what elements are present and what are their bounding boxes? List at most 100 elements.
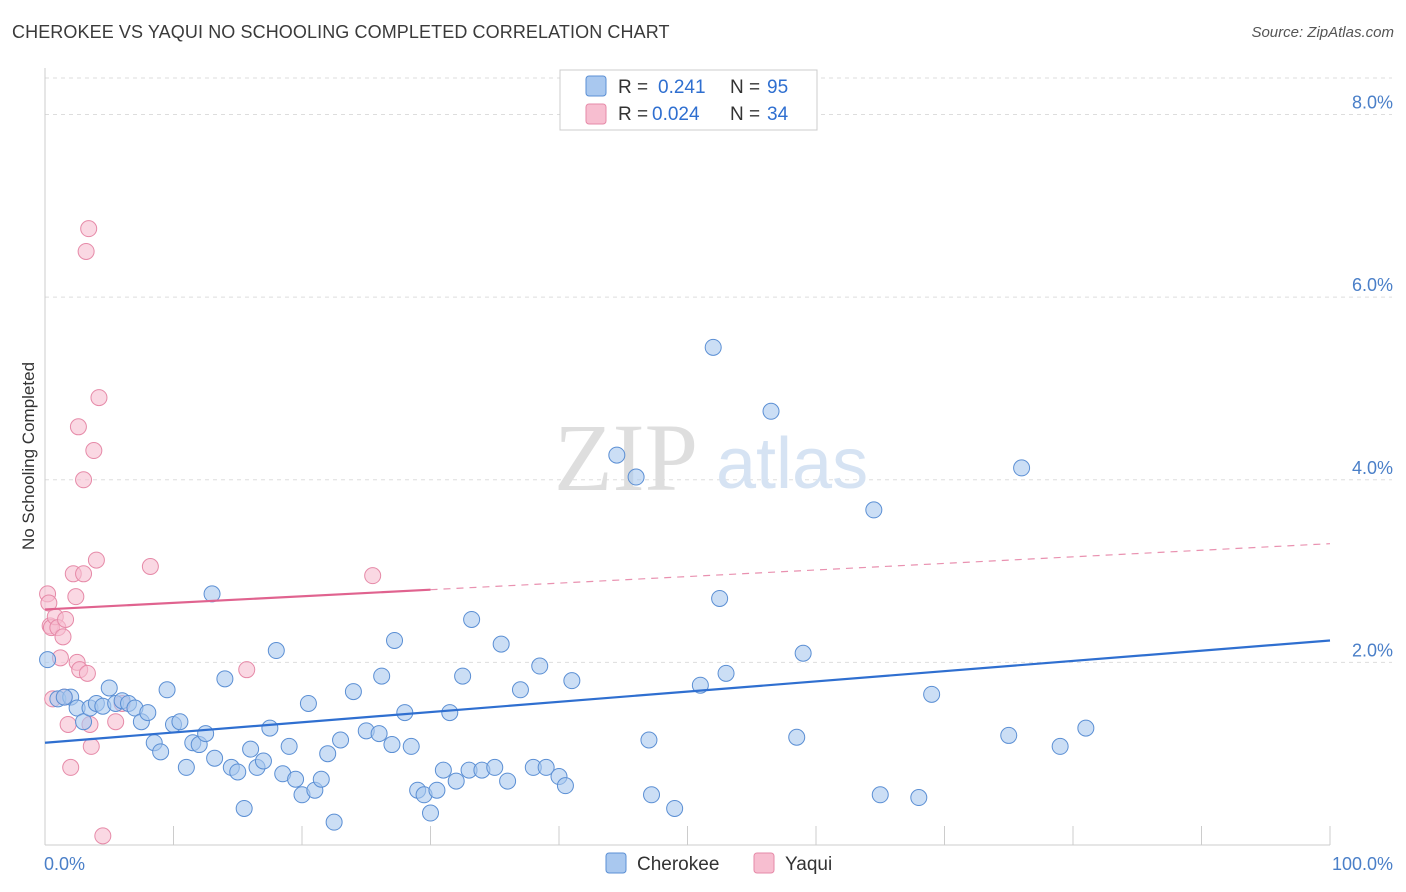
x-tick-label: 100.0% [1332,854,1393,874]
cherokee-point [344,683,362,701]
cherokee-point [152,743,170,761]
yaqui-point [57,610,75,628]
yaqui-legend-swatch [753,852,775,874]
cherokee-point [627,468,645,486]
yaqui-point [85,442,103,460]
cherokee-point [402,737,420,755]
yaqui-point [82,737,100,755]
cherokee-point [717,664,735,682]
y-tick-label: 4.0% [1352,458,1393,478]
yaqui-point [67,588,85,606]
cherokee-point [332,731,350,749]
legend-n-value-1: 95 [767,77,788,98]
cherokee-point [370,725,388,743]
cherokee-point [871,786,889,804]
yaqui-point [54,628,72,646]
cherokee-point [486,758,504,776]
cherokee-point [666,799,684,817]
cherokee-point [197,725,215,743]
yaqui-point [78,664,96,682]
cherokee-legend-label: Cherokee [637,854,719,875]
yaqui-point [69,418,87,436]
watermark-zip: ZIP [554,404,698,511]
x-tick-label: 0.0% [44,854,85,874]
cherokee-point [75,713,93,731]
cherokee-point [511,681,529,699]
yaqui-swatch [585,103,607,125]
cherokee-point [711,589,729,607]
cherokee-point [704,338,722,356]
yaqui-point [141,558,159,576]
yaqui-point [90,389,108,407]
watermark-atlas: atlas [716,424,868,504]
cherokee-point [242,740,260,758]
cherokee-point [254,752,272,770]
cherokee-point [441,704,459,722]
yaqui-point [87,551,105,569]
cherokee-point [454,667,472,685]
yaqui-point [62,758,80,776]
cherokee-point [1013,459,1031,477]
y-tick-label: 8.0% [1352,93,1393,113]
cherokee-point [537,758,555,776]
cherokee-point [447,772,465,790]
cherokee-point [319,745,337,763]
cherokee-point [434,761,452,779]
cherokee-point [177,758,195,776]
legend-n-value-2: 34 [767,104,789,125]
cherokee-point [373,667,391,685]
y-axis-label: No Schooling Completed [19,362,38,550]
cherokee-point [158,681,176,699]
yaqui-point [94,827,112,845]
cherokee-trendline [44,639,1331,744]
legend-n-label-1: N = [730,77,760,98]
cherokee-point [139,704,157,722]
cherokee-point [422,804,439,822]
cherokee-point [171,713,189,731]
yaqui-point [75,565,93,583]
cherokee-point [229,763,247,781]
cherokee-point [216,670,234,688]
cherokee-point [383,736,401,754]
cherokee-points [39,338,1095,831]
cherokee-point [563,672,581,690]
legend-bottom: Cherokee Yaqui [605,852,832,875]
yaqui-point [59,715,77,733]
cherokee-point [235,799,253,817]
cherokee-point [762,402,780,420]
cherokee-point [280,737,298,755]
cherokee-point [206,749,224,767]
cherokee-point [463,610,481,628]
yaqui-point [364,567,382,585]
cherokee-point [325,813,343,831]
cherokee-point [299,694,317,712]
cherokee-swatch [585,75,607,97]
yaqui-point [40,594,58,612]
cherokee-point [312,770,330,788]
yaqui-point [107,713,125,731]
legend-r-label-1: R = [618,77,648,98]
cherokee-point [556,777,574,795]
cherokee-point [1000,726,1018,744]
source-label: Source: ZipAtlas.com [1251,24,1394,41]
yaqui-point [238,661,256,679]
legend-top: R = 0.241 N = 95 R = 0.024 N = 34 [559,69,818,131]
cherokee-point [788,728,806,746]
legend-r-label-2: R = [618,104,648,125]
tick-labels: 2.0% 4.0% 6.0% 8.0% 0.0% 100.0% [44,93,1393,874]
chart-title: CHEROKEE VS YAQUI NO SCHOOLING COMPLETED… [12,22,670,42]
yaqui-trendline-extension [430,543,1331,591]
cherokee-point [923,685,941,703]
cherokee-point [386,631,404,649]
y-tick-label: 6.0% [1352,275,1393,295]
cherokee-point [608,446,626,464]
yaqui-legend-label: Yaqui [785,854,832,875]
legend-r-value-1: 0.241 [658,77,706,98]
cherokee-point [100,679,118,697]
legend-n-label-2: N = [730,104,760,125]
watermark: ZIP atlas [554,404,868,511]
cherokee-point [531,657,549,675]
cherokee-point [492,635,510,653]
cherokee-point [261,719,279,737]
cherokee-point [428,781,446,799]
